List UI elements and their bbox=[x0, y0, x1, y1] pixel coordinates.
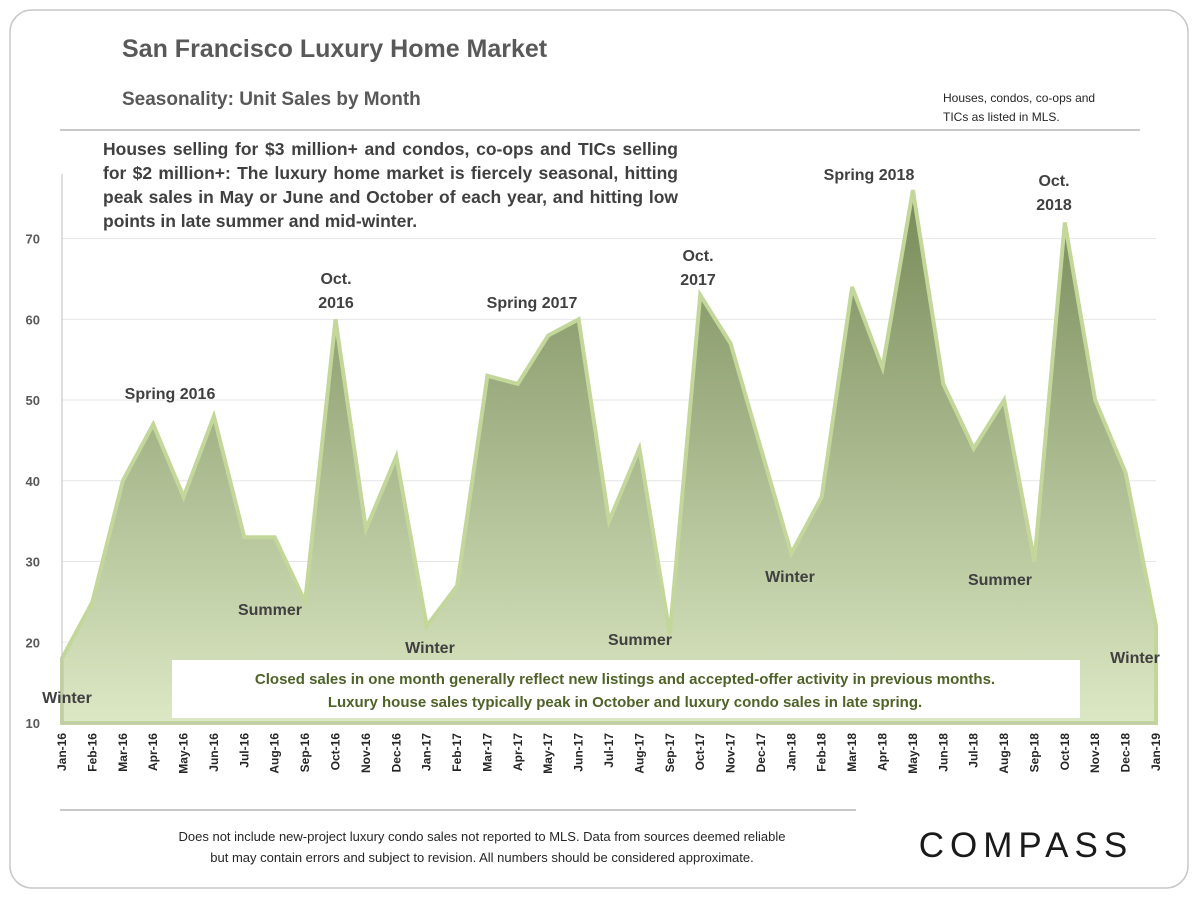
y-tick-label: 20 bbox=[26, 635, 40, 650]
annotation: Spring 2018 bbox=[824, 167, 915, 184]
callout-text: Closed sales in one month generally refl… bbox=[255, 671, 995, 688]
footnote: but may contain errors and subject to re… bbox=[210, 850, 753, 865]
x-tick-label: Jun-16 bbox=[207, 733, 221, 772]
x-tick-label: Aug-16 bbox=[268, 733, 282, 774]
chart-subtitle: Seasonality: Unit Sales by Month bbox=[122, 89, 421, 110]
x-tick-label: Mar-16 bbox=[116, 733, 130, 772]
y-tick-label: 60 bbox=[26, 312, 40, 327]
x-tick-label: Sep-16 bbox=[298, 733, 312, 773]
x-tick-label: May-16 bbox=[177, 733, 191, 774]
area bbox=[60, 189, 1158, 725]
annotation: Winter bbox=[42, 690, 92, 707]
x-tick-label: Apr-18 bbox=[876, 733, 890, 771]
x-tick-label: Sep-18 bbox=[1027, 733, 1041, 773]
description: Houses selling for $3 million+ and condo… bbox=[103, 139, 678, 231]
x-tick-label: Jan-18 bbox=[784, 733, 798, 771]
x-tick-label: May-18 bbox=[906, 733, 920, 774]
y-tick-label: 30 bbox=[26, 555, 40, 570]
x-tick-label: Dec-17 bbox=[754, 733, 768, 773]
callout-box bbox=[172, 660, 1080, 718]
x-tick-label: Jul-16 bbox=[237, 733, 251, 768]
y-tick-label: 50 bbox=[26, 393, 40, 408]
annotation: 2018 bbox=[1036, 197, 1072, 214]
x-tick-label: Feb-18 bbox=[815, 733, 829, 772]
x-tick-label: May-17 bbox=[541, 733, 555, 774]
x-tick-label: Jan-16 bbox=[55, 733, 69, 771]
x-tick-label: Feb-17 bbox=[450, 733, 464, 772]
x-tick-label: Jul-18 bbox=[967, 733, 981, 768]
x-tick-label: Oct-17 bbox=[693, 733, 707, 771]
annotation: Summer bbox=[608, 632, 672, 649]
x-tick-label: Jun-17 bbox=[572, 733, 586, 772]
annotation: Winter bbox=[405, 640, 455, 657]
x-tick-label: Mar-17 bbox=[480, 733, 494, 772]
y-tick-label: 40 bbox=[26, 474, 40, 489]
x-tick-label: Apr-16 bbox=[146, 733, 160, 771]
x-tick-label: Oct-16 bbox=[329, 733, 343, 771]
x-tick-label: Jan-19 bbox=[1149, 733, 1163, 771]
annotation: 2016 bbox=[318, 295, 354, 312]
annotation: Summer bbox=[238, 602, 302, 619]
x-tick-label: Jan-17 bbox=[420, 733, 434, 771]
annotation: Oct. bbox=[1038, 173, 1069, 190]
x-tick-label: Jul-17 bbox=[602, 733, 616, 768]
x-tick-label: Sep-17 bbox=[663, 733, 677, 773]
x-tick-label: Mar-18 bbox=[845, 733, 859, 772]
annotation: Summer bbox=[968, 572, 1032, 589]
plot-area: 10 20 30 40 50 60 70 Jan-16 Feb-16 Mar-16 Apr-16 Ma… bbox=[26, 167, 1163, 774]
x-tick-label: Apr-17 bbox=[511, 733, 525, 771]
x-tick-label: Dec-16 bbox=[389, 733, 403, 773]
annotation: Winter bbox=[765, 569, 815, 586]
y-tick-label: 10 bbox=[26, 716, 40, 731]
annotation: Spring 2017 bbox=[487, 295, 578, 312]
x-tick-label: Jun-18 bbox=[936, 733, 950, 772]
footnote: Does not include new-project luxury cond… bbox=[179, 829, 786, 844]
x-tick-label: Aug-18 bbox=[997, 733, 1011, 774]
x-tick-label: Nov-17 bbox=[724, 733, 738, 773]
annotation: Oct. bbox=[320, 271, 351, 288]
x-tick-label: Dec-18 bbox=[1119, 733, 1133, 773]
x-tick-label: Nov-16 bbox=[359, 733, 373, 773]
x-tick-label: Aug-17 bbox=[632, 733, 646, 774]
annotation: Spring 2016 bbox=[125, 386, 216, 403]
x-tick-label: Nov-18 bbox=[1088, 733, 1102, 773]
callout-text: Luxury house sales typically peak in Oct… bbox=[328, 694, 922, 711]
annotation: 2017 bbox=[680, 272, 716, 289]
note: Houses, condos, co-ops and bbox=[943, 91, 1095, 105]
annotation: Winter bbox=[1110, 650, 1160, 667]
y-tick-label: 70 bbox=[26, 232, 40, 247]
chart-title: San Francisco Luxury Home Market bbox=[122, 35, 548, 63]
annotation: Oct. bbox=[682, 248, 713, 265]
x-tick-label: Oct-18 bbox=[1058, 733, 1072, 771]
logo: COMPASS bbox=[919, 826, 1133, 865]
x-tick-label: Feb-16 bbox=[85, 733, 99, 772]
note: TICs as listed in MLS. bbox=[943, 110, 1060, 124]
